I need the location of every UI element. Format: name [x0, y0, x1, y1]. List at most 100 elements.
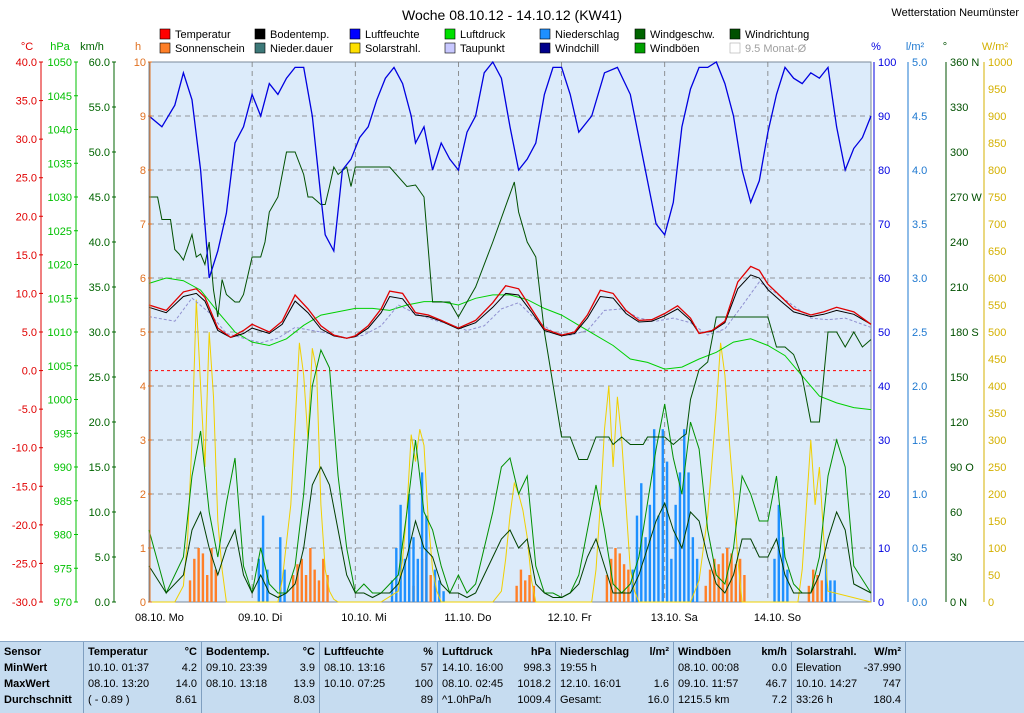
bar-niederschlag	[433, 569, 437, 602]
legend-swatch	[539, 42, 551, 54]
tick-solar: 200	[988, 489, 1006, 501]
stats-cell-label: Gesamt:	[560, 694, 602, 706]
stats-cell-label: 08.10. 00:08	[678, 662, 740, 674]
stats-cell-value: 89	[420, 694, 433, 706]
tick-hum: 10	[878, 543, 890, 555]
tick-dir: 90 O	[950, 462, 974, 474]
tick-solar: 350	[988, 408, 1006, 420]
stats-cell: 33:26 h 180.4	[796, 692, 901, 708]
bar-sonnenschein	[300, 558, 303, 602]
bar-sonnenschein	[605, 575, 609, 602]
stats-col-6: Solarstrahl. W/m² Elevation -37.990 10.10. 1…	[792, 642, 906, 713]
tick-rain: 3.0	[912, 273, 927, 285]
stats-cell-value: 180.4	[873, 694, 901, 706]
stats-cell-label: Windböen	[678, 646, 732, 658]
stats-cell: 1215.5 km 7.2	[678, 692, 787, 708]
legend-swatch	[729, 42, 741, 54]
tick-wind: 30.0	[89, 327, 110, 339]
stats-cell: Gesamt: 16.0	[560, 692, 669, 708]
bar-niederschlag	[416, 558, 420, 602]
tick-solar: 300	[988, 435, 1006, 447]
stats-cell: 19:55 h	[560, 660, 669, 676]
bar-sonnenschein	[609, 558, 613, 602]
bar-sonnenschein	[515, 585, 518, 602]
stats-cell: 12.10. 16:01 1.6	[560, 676, 669, 692]
tick-hum: 90	[878, 111, 890, 123]
tick-temp: 25.0	[16, 173, 37, 185]
bar-niederschlag	[777, 504, 781, 602]
bar-niederschlag	[395, 548, 398, 602]
bar-sonnenschein	[704, 585, 707, 602]
stats-cell-value: 100	[414, 678, 433, 690]
bar-niederschlag	[661, 429, 664, 602]
tick-sun: 3	[140, 435, 146, 447]
tick-wind: 15.0	[89, 462, 110, 474]
legend-swatch	[634, 42, 646, 54]
stats-cell: Elevation -37.990	[796, 660, 901, 676]
tick-pres: 1005	[48, 361, 72, 373]
tick-dir: 300	[950, 147, 968, 159]
tick-sun: 1	[140, 543, 146, 555]
day-label: 11.10. Do	[444, 612, 491, 624]
stats-cell-value: 46.7	[765, 678, 787, 690]
tick-sun: 9	[140, 111, 146, 123]
bar-sonnenschein	[317, 580, 321, 602]
legend-swatch	[444, 28, 456, 40]
stats-cell: Niederschlag l/m²	[560, 644, 669, 660]
stats-cell-value: 4.2	[181, 662, 197, 674]
bar-niederschlag	[635, 515, 639, 602]
tick-wind: 5.0	[95, 552, 110, 564]
tick-wind: 40.0	[89, 237, 110, 249]
tick-dir: 60	[950, 507, 962, 519]
legend-swatch	[159, 42, 171, 54]
tick-wind: 20.0	[89, 417, 110, 429]
series-windben	[148, 348, 872, 599]
stats-cell-value: l/m²	[649, 646, 669, 658]
tick-solar: 500	[988, 327, 1006, 339]
tick-wind: 45.0	[89, 192, 110, 204]
legend-label: Temperatur	[175, 29, 231, 41]
stats-cell-value: °C	[184, 646, 197, 658]
legend-swatch	[254, 28, 266, 40]
bar-sonnenschein	[618, 553, 621, 602]
stats-cell: 08.10. 13:18 13.9	[206, 676, 315, 692]
bar-niederschlag	[670, 558, 673, 602]
tick-dir: 30	[950, 552, 962, 564]
tick-dir: 150	[950, 372, 968, 384]
stats-columns: Temperatur °C 10.10. 01:37 4.2 08.10. 13:20 1…	[84, 642, 906, 713]
stats-cell: 10.10. 01:37 4.2	[88, 660, 197, 676]
bar-niederschlag	[266, 569, 269, 602]
stats-cell: 08.10. 13:16 57	[324, 660, 433, 676]
tick-solar: 450	[988, 354, 1006, 366]
bar-sonnenschein	[214, 569, 218, 602]
tick-dir: 360 N	[950, 57, 979, 69]
unit-temp: °C	[21, 41, 33, 53]
day-label: 13.10. Sa	[651, 612, 699, 624]
bar-sonnenschein	[816, 575, 819, 602]
tick-sun: 8	[140, 165, 146, 177]
stats-label-sensor: Sensor	[4, 646, 42, 658]
tick-solar: 700	[988, 219, 1006, 231]
stats-label-min: MinWert	[4, 662, 48, 674]
bar-sonnenschein	[820, 580, 823, 602]
bar-sonnenschein	[743, 575, 746, 602]
bar-sonnenschein	[326, 575, 329, 602]
stats-cell-value: 998.3	[523, 662, 551, 674]
bar-sonnenschein	[730, 553, 733, 602]
tick-hum: 30	[878, 435, 890, 447]
bar-sonnenschein	[708, 569, 712, 602]
tick-rain: 1.0	[912, 489, 927, 501]
bar-niederschlag	[683, 429, 686, 602]
tick-temp: 40.0	[16, 57, 37, 69]
stats-cell-value: 57	[420, 662, 433, 674]
stats-cell-label: Bodentemp.	[206, 646, 270, 658]
bar-sonnenschein	[201, 553, 205, 602]
tick-hum: 40	[878, 381, 890, 393]
tick-dir: 330	[950, 102, 968, 114]
tick-temp: 20.0	[16, 211, 37, 223]
bar-niederschlag	[412, 537, 415, 602]
bar-niederschlag	[691, 537, 695, 602]
stats-cell-label: 19:55 h	[560, 662, 597, 674]
tick-temp: -15.0	[12, 481, 37, 493]
stats-cell-label: Solarstrahl.	[796, 646, 857, 658]
